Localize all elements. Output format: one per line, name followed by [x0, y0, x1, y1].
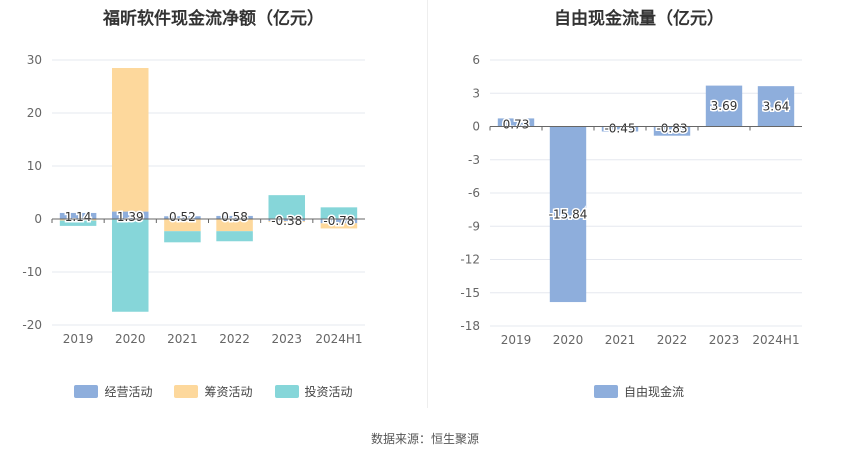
- x-tick-label: 2021: [167, 332, 198, 346]
- bar-投资活动-2022: [216, 231, 253, 242]
- cashflow-chart-title: 福昕软件现金流净额（亿元）: [103, 9, 324, 29]
- bar-自由现金流-2023: [705, 85, 743, 127]
- fcf-chart-panel: 自由现金流量（亿元） 6 3 0 -3 -6 -9 -12 -15 -18 2019 0.73 202…: [428, 0, 850, 410]
- y-tick-label: 20: [27, 106, 42, 120]
- cashflow-chart-panel: 福昕软件现金流净额（亿元） 30 20 10 0 -10 -20 2019 1.14 2020 1…: [0, 0, 427, 410]
- y-tick-label: -15: [460, 286, 480, 300]
- y-tick-label: 0: [34, 212, 42, 226]
- data-label: -0.38: [271, 214, 302, 228]
- y-tick-label: 10: [27, 159, 42, 173]
- bar-经营活动-2019: [59, 212, 97, 219]
- legend-label-fcf: 自由现金流: [623, 385, 684, 399]
- bar-经营活动-2021: [164, 216, 201, 219]
- bar-筹资活动-2022: [216, 219, 253, 232]
- y-tick-label: -12: [460, 253, 480, 267]
- panel-divider: [427, 0, 428, 408]
- bar-投资活动-2019: [59, 220, 97, 226]
- x-tick-label: 2020: [115, 332, 146, 346]
- legend-label-financing: 筹资活动: [204, 385, 253, 399]
- fcf-chart: 6 3 0 -3 -6 -9 -12 -15 -18 2019 0.73 2020 -15.84 2021…: [460, 53, 802, 347]
- bar-经营活动-2022: [216, 215, 253, 219]
- data-label: 1.14: [65, 210, 92, 224]
- legend-swatch-fcf: [593, 385, 618, 398]
- y-tick-label: 30: [27, 53, 42, 67]
- data-label: 0.52: [169, 210, 196, 224]
- y-tick-label: -10: [22, 265, 42, 279]
- bar-筹资活动-2019: [59, 219, 97, 221]
- bar-自由现金流-2024H1: [757, 86, 795, 127]
- cashflow-chart: 30 20 10 0 -10 -20 2019 1.14 2020 1.39 2021 0.52 202…: [22, 53, 365, 346]
- x-tick-label: 2019: [501, 333, 532, 347]
- y-tick-label: 0: [472, 120, 480, 134]
- y-tick-label: -20: [22, 318, 42, 332]
- y-tick-label: -3: [468, 153, 480, 167]
- bar-投资活动-2023: [268, 195, 306, 219]
- x-tick-label: 2022: [219, 332, 250, 346]
- legend-item-fcf[interactable]: 自由现金流: [593, 383, 684, 400]
- legend-item-operating[interactable]: 经营活动: [74, 383, 152, 400]
- fcf-legend: 自由现金流: [428, 383, 850, 400]
- legend-swatch-investing: [274, 385, 299, 398]
- x-tick-label: 2023: [271, 332, 302, 346]
- y-tick-label: -6: [468, 186, 480, 200]
- data-label: 1.39: [117, 210, 144, 224]
- y-tick-label: -18: [460, 319, 480, 333]
- legend-swatch-operating: [74, 385, 99, 398]
- legend-label-operating: 经营活动: [104, 385, 153, 399]
- x-tick-label: 2023: [709, 333, 740, 347]
- data-label: -0.45: [604, 122, 635, 136]
- bar-经营活动-2020: [111, 211, 149, 219]
- data-label: -0.78: [323, 214, 354, 228]
- data-label: -15.84: [549, 207, 588, 221]
- x-tick-label: 2022: [657, 333, 688, 347]
- data-label: 3.69: [711, 99, 738, 113]
- bar-筹资活动-2021: [164, 219, 201, 232]
- data-label: 3.64: [763, 99, 790, 113]
- bar-筹资活动-2020: [111, 68, 149, 212]
- bar-投资活动-2021: [164, 231, 201, 243]
- bar-经营活动-2024H1: [320, 219, 358, 224]
- cashflow-legend: 经营活动 筹资活动 投资活动: [0, 383, 427, 400]
- data-source-note: 数据来源：恒生聚源: [370, 432, 479, 446]
- y-tick-label: -9: [468, 219, 480, 233]
- data-label: 0.73: [503, 118, 530, 132]
- legend-swatch-financing: [174, 385, 199, 398]
- bar-投资活动-2020: [111, 219, 149, 312]
- x-tick-label: 2021: [605, 333, 636, 347]
- bar-投资活动-2024H1: [320, 207, 358, 219]
- bar-筹资活动-2024H1: [320, 223, 358, 229]
- bar-筹资活动-2023: [268, 221, 306, 223]
- bar-自由现金流-2022: [653, 126, 691, 136]
- legend-item-financing[interactable]: 筹资活动: [174, 383, 253, 400]
- legend-item-investing[interactable]: 投资活动: [274, 383, 353, 400]
- bar-自由现金流-2020: [549, 126, 587, 303]
- x-tick-label: 2024H1: [752, 333, 799, 347]
- bar-自由现金流-2021: [601, 126, 639, 132]
- y-tick-label: 6: [472, 53, 480, 67]
- data-label: 0.58: [221, 210, 248, 224]
- legend-label-investing: 投资活动: [304, 385, 353, 399]
- fcf-chart-title: 自由现金流量（亿元）: [554, 9, 724, 29]
- x-tick-label: 2019: [63, 332, 94, 346]
- bar-经营活动-2023: [268, 219, 306, 222]
- data-label: -0.83: [656, 122, 687, 136]
- y-tick-label: 3: [472, 86, 480, 100]
- x-tick-label: 2024H1: [315, 332, 362, 346]
- bar-自由现金流-2019: [497, 118, 535, 127]
- x-tick-label: 2020: [553, 333, 584, 347]
